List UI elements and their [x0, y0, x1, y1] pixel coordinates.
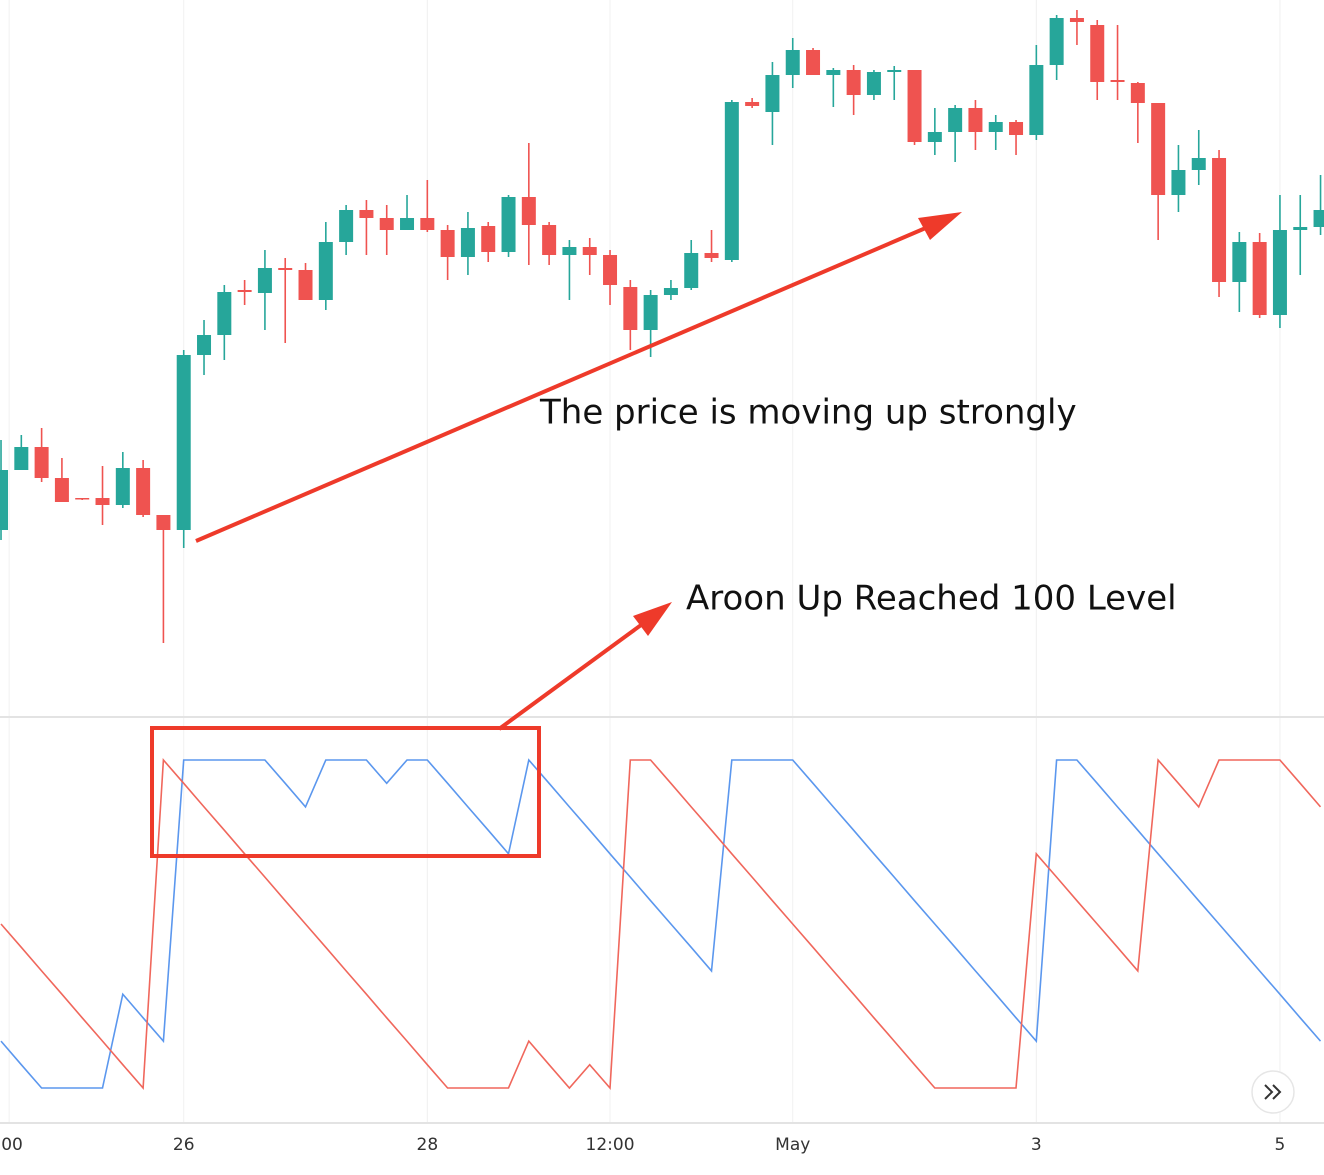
candle-body	[379, 218, 394, 230]
candle-body	[1049, 18, 1064, 65]
candle-body	[988, 122, 1003, 132]
candle-body	[501, 197, 516, 252]
candle-body	[1293, 227, 1308, 230]
candle-body	[826, 70, 841, 75]
candle-body	[339, 210, 354, 242]
annotation: The price is moving up strongly	[539, 393, 1077, 433]
candle-body	[257, 268, 272, 293]
x-tick-label: 3	[1031, 1135, 1042, 1155]
candle-body	[115, 468, 130, 505]
candle-body	[156, 515, 171, 530]
candle-body	[724, 102, 739, 260]
candle-body	[420, 218, 435, 230]
x-tick-label: May	[775, 1135, 810, 1155]
candle-body	[217, 292, 232, 335]
candle-body	[197, 335, 212, 355]
candle-body	[603, 255, 618, 285]
candle-body	[704, 253, 719, 258]
candle-body	[948, 108, 963, 132]
candle-body	[968, 108, 983, 132]
candle-body	[278, 268, 293, 270]
candle-body	[643, 295, 658, 330]
candle-body	[54, 478, 69, 502]
aroon-line	[0, 758, 1322, 1089]
candle-body	[400, 218, 415, 230]
candle-body	[1069, 18, 1084, 22]
candle-body	[846, 70, 861, 95]
candle-body	[1029, 65, 1044, 135]
candle-body	[582, 247, 597, 255]
candle-body	[785, 50, 800, 75]
candle-body	[34, 447, 49, 478]
candle-body	[1171, 170, 1186, 195]
candle-body	[75, 498, 90, 500]
candle-body	[481, 226, 496, 252]
candle-body	[359, 210, 374, 218]
arrow-head	[918, 212, 962, 240]
candle-body	[663, 288, 678, 295]
candle-body	[562, 247, 577, 255]
candle-body	[318, 242, 333, 300]
x-tick-label: 12:00	[586, 1135, 635, 1155]
annotation: Aroon Up Reached 100 Level	[686, 579, 1177, 619]
candle-body	[907, 70, 922, 142]
candle-body	[14, 447, 29, 470]
candle-body	[176, 355, 191, 530]
candle-body	[1272, 230, 1287, 315]
scroll-button[interactable]	[1251, 1070, 1295, 1114]
candle-body	[0, 470, 9, 530]
candle-body	[542, 225, 557, 255]
candle-body	[1232, 242, 1247, 282]
candle-body	[1009, 122, 1024, 135]
candle-body	[1212, 158, 1227, 282]
candle-body	[1313, 210, 1324, 227]
arrow-head	[633, 602, 672, 636]
x-tick-label: :00	[0, 1135, 23, 1155]
trend-arrow	[195, 222, 936, 543]
candle-body	[460, 228, 475, 257]
x-tick-label: 28	[417, 1135, 439, 1155]
candle-body	[1130, 83, 1145, 103]
candle-body	[1191, 158, 1206, 170]
highlight-box	[150, 726, 541, 858]
candle-body	[866, 72, 881, 95]
candle-body	[623, 287, 638, 330]
candle-body	[887, 70, 902, 72]
pointer-arrow	[497, 615, 654, 731]
candle-body	[806, 50, 821, 75]
candle-body	[927, 132, 942, 142]
candle-body	[1090, 25, 1105, 82]
candle-body	[95, 498, 110, 505]
candle-body	[765, 75, 780, 112]
x-tick-label: 5	[1275, 1135, 1286, 1155]
marks	[0, 10, 1324, 1090]
candle-body	[440, 230, 455, 257]
candle-body	[136, 468, 151, 515]
candle-body	[745, 102, 760, 106]
candle-body	[521, 197, 536, 225]
candle-body	[1252, 242, 1267, 315]
aroon-line	[0, 758, 1322, 1090]
candle-body	[1151, 103, 1166, 195]
candle-body	[1110, 80, 1125, 82]
candle-body	[237, 290, 252, 292]
candle-body	[298, 270, 313, 300]
x-tick-label: 26	[173, 1135, 195, 1155]
candle-body	[684, 253, 699, 288]
